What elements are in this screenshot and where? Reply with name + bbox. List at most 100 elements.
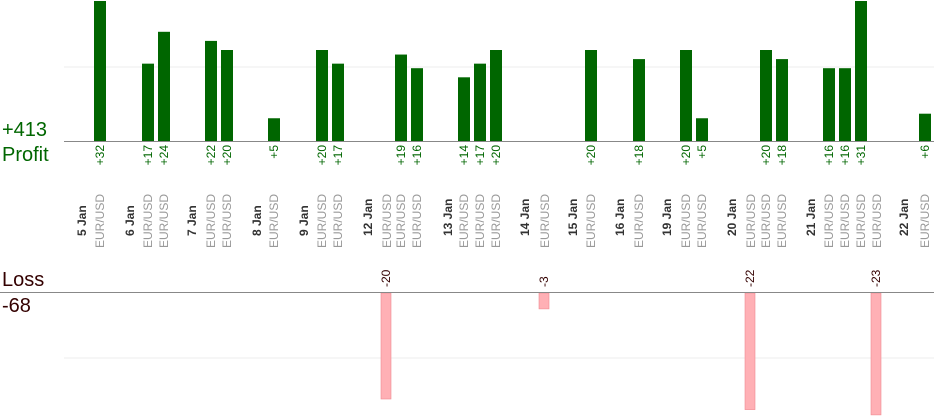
pair-label: EUR/USD bbox=[315, 194, 329, 248]
date-label: 16 Jan bbox=[613, 199, 627, 236]
profit-bar bbox=[411, 68, 423, 141]
loss-bar bbox=[744, 292, 756, 410]
pair-label: EUR/USD bbox=[141, 194, 155, 248]
pair-label: EUR/USD bbox=[632, 194, 646, 248]
value-label: +16 bbox=[410, 145, 424, 166]
value-label: -20 bbox=[379, 269, 393, 287]
pair-label: EUR/USD bbox=[744, 194, 758, 248]
pair-label: EUR/USD bbox=[93, 194, 107, 248]
profit-bar bbox=[332, 63, 344, 141]
value-label: +22 bbox=[204, 145, 218, 166]
pair-label: EUR/USD bbox=[838, 194, 852, 248]
loss-bar bbox=[538, 292, 550, 310]
pair-label: EUR/USD bbox=[695, 194, 709, 248]
profit-bar bbox=[205, 40, 217, 141]
loss-total: -68 bbox=[2, 295, 31, 317]
pair-label: EUR/USD bbox=[267, 194, 281, 248]
profit-bar bbox=[395, 54, 407, 141]
profit-bar bbox=[776, 59, 788, 141]
profit-bar bbox=[94, 1, 106, 141]
pair-label: EUR/USD bbox=[157, 194, 171, 248]
loss-label: Loss bbox=[2, 269, 45, 291]
value-label: +20 bbox=[220, 145, 234, 166]
profit-bar bbox=[268, 118, 280, 141]
value-label: +20 bbox=[759, 145, 773, 166]
loss-bar bbox=[380, 292, 392, 400]
pair-label: EUR/USD bbox=[489, 194, 503, 248]
value-label: +32 bbox=[93, 145, 107, 166]
profit-label: Profit bbox=[2, 144, 49, 166]
pair-label: EUR/USD bbox=[410, 194, 424, 248]
profit-bar bbox=[585, 50, 597, 141]
date-label: 9 Jan bbox=[297, 205, 311, 236]
pair-label: EUR/USD bbox=[473, 194, 487, 248]
value-label: +31 bbox=[854, 145, 868, 166]
value-label: +5 bbox=[267, 145, 281, 159]
date-label: 20 Jan bbox=[725, 199, 739, 236]
value-label: +5 bbox=[695, 145, 709, 159]
profit-bar bbox=[316, 50, 328, 141]
value-label: -22 bbox=[743, 269, 757, 287]
profit-bar bbox=[696, 118, 708, 141]
date-label: 13 Jan bbox=[441, 199, 455, 236]
date-label: 6 Jan bbox=[123, 205, 137, 236]
profit-bar bbox=[490, 50, 502, 141]
profit-bar bbox=[142, 63, 154, 141]
profit-bar bbox=[474, 63, 486, 141]
labels: 5 Jan EUR/USD +32 6 Jan EUR/USD +17 EUR/USD +24… bbox=[75, 145, 932, 287]
profit-bar bbox=[760, 50, 772, 141]
value-label: +17 bbox=[331, 145, 345, 166]
pair-label: EUR/USD bbox=[331, 194, 345, 248]
date-label: 8 Jan bbox=[250, 205, 264, 236]
pair-label: EUR/USD bbox=[457, 194, 471, 248]
profit-bar bbox=[839, 68, 851, 141]
pair-label: EUR/USD bbox=[584, 194, 598, 248]
value-label: -3 bbox=[537, 276, 551, 287]
profit-bar bbox=[633, 59, 645, 141]
value-label: +14 bbox=[457, 145, 471, 166]
bars bbox=[94, 1, 931, 416]
pair-label: EUR/USD bbox=[870, 194, 884, 248]
pair-label: EUR/USD bbox=[822, 194, 836, 248]
value-label: +20 bbox=[679, 145, 693, 166]
date-label: 5 Jan bbox=[75, 205, 89, 236]
value-label: +18 bbox=[775, 145, 789, 166]
profit-bar bbox=[158, 31, 170, 141]
date-label: 19 Jan bbox=[660, 199, 674, 236]
pair-label: EUR/USD bbox=[775, 194, 789, 248]
profit-bar bbox=[221, 50, 233, 141]
value-label: +20 bbox=[315, 145, 329, 166]
value-label: +20 bbox=[489, 145, 503, 166]
axes bbox=[0, 141, 934, 293]
loss-bar bbox=[870, 292, 882, 416]
profit-bar bbox=[458, 77, 470, 141]
profit-total: +413 bbox=[2, 119, 48, 141]
pair-label: EUR/USD bbox=[679, 194, 693, 248]
profit-bar bbox=[823, 68, 835, 141]
date-label: 12 Jan bbox=[361, 199, 375, 236]
pair-label: EUR/USD bbox=[380, 194, 394, 248]
date-label: 14 Jan bbox=[518, 199, 532, 236]
value-label: +18 bbox=[632, 145, 646, 166]
value-label: +17 bbox=[141, 145, 155, 166]
pair-label: EUR/USD bbox=[220, 194, 234, 248]
value-label: +19 bbox=[394, 145, 408, 166]
date-label: 7 Jan bbox=[185, 205, 199, 236]
date-label: 15 Jan bbox=[566, 199, 580, 236]
profit-bar bbox=[919, 113, 931, 141]
value-label: -23 bbox=[869, 269, 883, 287]
pair-label: EUR/USD bbox=[394, 194, 408, 248]
date-label: 21 Jan bbox=[804, 199, 818, 236]
value-label: +24 bbox=[157, 145, 171, 166]
value-label: +16 bbox=[822, 145, 836, 166]
pair-label: EUR/USD bbox=[204, 194, 218, 248]
date-label: 22 Jan bbox=[897, 199, 911, 236]
value-label: +20 bbox=[584, 145, 598, 166]
value-label: +17 bbox=[473, 145, 487, 166]
profit-bar bbox=[680, 50, 692, 141]
profit-bar bbox=[855, 1, 867, 141]
value-label: +6 bbox=[918, 145, 932, 159]
value-label: +16 bbox=[838, 145, 852, 166]
pair-label: EUR/USD bbox=[759, 194, 773, 248]
